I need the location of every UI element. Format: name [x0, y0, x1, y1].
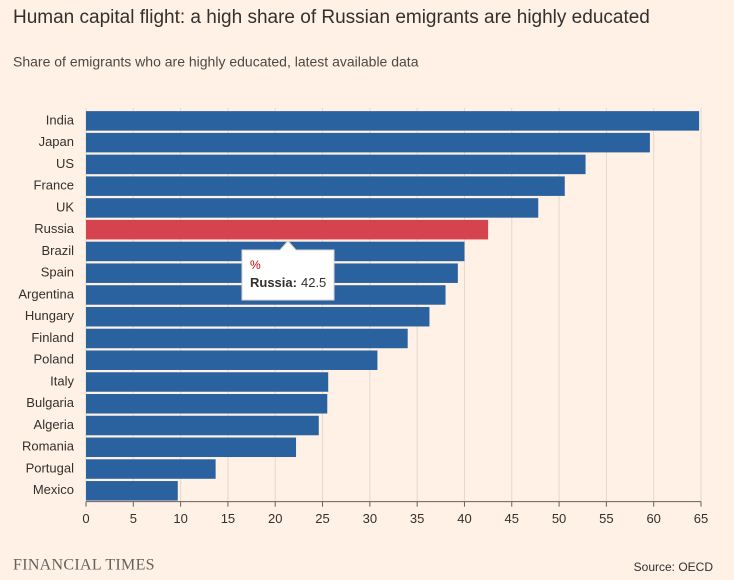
- y-tick-label: Russia: [34, 221, 75, 236]
- x-tick-label: 35: [410, 511, 424, 526]
- bar: [86, 198, 539, 218]
- y-tick-label: Algeria: [34, 417, 75, 432]
- x-tick-label: 65: [694, 511, 708, 526]
- y-tick-label: Poland: [34, 352, 74, 367]
- x-tick-label: 15: [221, 511, 235, 526]
- bar: [86, 415, 319, 436]
- tooltip: % Russia: 42.5: [241, 240, 335, 301]
- tooltip-value: 42.5: [301, 275, 326, 290]
- bars: India Japan US France UK Russia Brazil Spain Arg…: [18, 111, 700, 501]
- tooltip-separator: :: [293, 275, 297, 290]
- y-tick-label: UK: [56, 199, 74, 214]
- bar: [86, 176, 565, 196]
- tooltip-text: Russia: 42.5: [250, 275, 326, 290]
- y-tick-label: France: [34, 178, 74, 193]
- x-tick-label: 50: [552, 511, 566, 526]
- x-tick-label: 20: [268, 511, 282, 526]
- x-tick-label: 30: [363, 511, 377, 526]
- source: Source: OECD: [634, 560, 714, 574]
- tooltip-category: Russia: [250, 275, 293, 290]
- x-tick-label: 5: [130, 511, 137, 526]
- bar: [86, 132, 650, 153]
- x-tick-label: 45: [505, 511, 519, 526]
- x-tick-label: 25: [315, 511, 329, 526]
- bar: [86, 219, 489, 240]
- bar: [86, 306, 430, 327]
- bar: [86, 459, 216, 479]
- y-tick-label: Mexico: [33, 482, 74, 497]
- x-tick-label: 60: [646, 511, 660, 526]
- tooltip-unit: %: [250, 258, 261, 272]
- y-tick-label: Brazil: [41, 243, 74, 258]
- y-tick-label: Italy: [50, 373, 74, 388]
- y-tick-label: Spain: [41, 265, 74, 280]
- chart-subtitle: Share of emigrants who are highly educat…: [13, 54, 419, 70]
- y-tick-label: Finland: [31, 330, 74, 345]
- x-tick-label: 40: [457, 511, 471, 526]
- tooltip-box: [241, 240, 335, 301]
- brand: FINANCIAL TIMES: [13, 557, 155, 574]
- bar: [86, 481, 178, 501]
- x-tick-label: 10: [173, 511, 187, 526]
- x-tick-label: 55: [599, 511, 613, 526]
- bar: [86, 437, 297, 458]
- bar: [86, 394, 328, 414]
- y-tick-label: Romania: [22, 439, 75, 454]
- y-tick-label: India: [46, 112, 75, 127]
- bar: [86, 154, 586, 175]
- bar: [86, 372, 329, 392]
- y-tick-label: Bulgaria: [26, 395, 74, 410]
- y-tick-label: Japan: [39, 134, 74, 149]
- y-tick-label: Hungary: [25, 308, 75, 323]
- chart-title: Human capital flight: a high share of Ru…: [13, 7, 650, 28]
- bar: [86, 350, 378, 370]
- y-tick-label: Portugal: [26, 460, 75, 475]
- y-tick-label: Argentina: [18, 286, 74, 301]
- bar: [86, 328, 408, 349]
- y-tick-label: US: [56, 156, 74, 171]
- bar: [86, 111, 700, 131]
- x-tick-label: 0: [82, 511, 89, 526]
